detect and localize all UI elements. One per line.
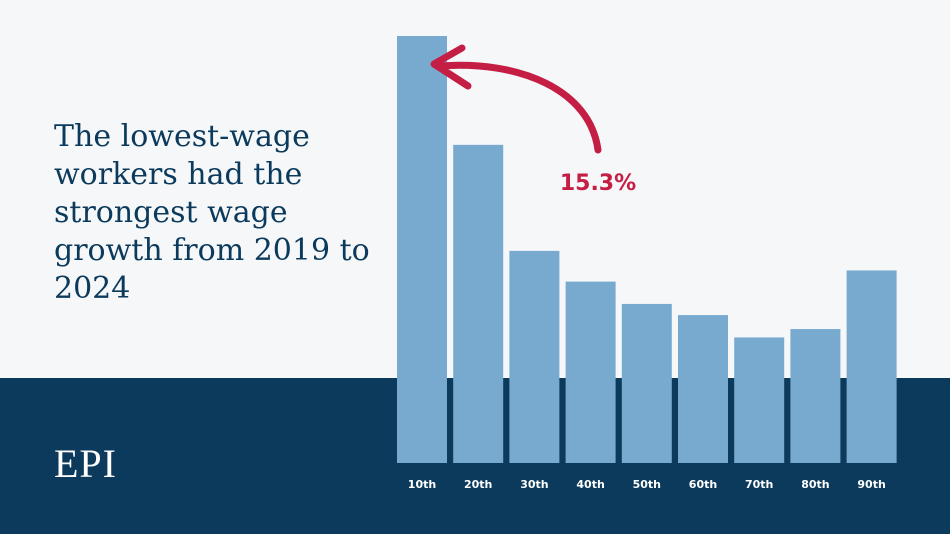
annotation-label: 15.3%	[560, 171, 636, 196]
bar-90th	[846, 270, 897, 463]
headline: The lowest-wage workers had the stronges…	[54, 119, 370, 306]
annotation-arrowhead	[430, 44, 472, 90]
x-tick-label: 60th	[689, 478, 717, 491]
bar-30th	[509, 250, 560, 463]
bar-10th	[397, 36, 447, 463]
x-tick-label: 90th	[857, 478, 885, 491]
x-tick-label: 10th	[408, 478, 436, 491]
bar-80th	[790, 329, 841, 463]
x-tick-label: 50th	[633, 478, 661, 491]
bar-60th	[678, 315, 728, 463]
x-tick-label: 80th	[801, 478, 829, 491]
bar-50th	[621, 303, 672, 463]
bar-70th	[734, 337, 785, 463]
epi-logo: EPI	[54, 441, 117, 486]
bar-40th	[565, 281, 616, 463]
x-tick-label: 40th	[576, 478, 604, 491]
x-tick-label: 70th	[745, 478, 773, 491]
bar-20th	[453, 144, 504, 463]
x-tick-label: 30th	[520, 478, 548, 491]
x-tick-label: 20th	[464, 478, 492, 491]
annotation-arrow	[436, 61, 602, 154]
